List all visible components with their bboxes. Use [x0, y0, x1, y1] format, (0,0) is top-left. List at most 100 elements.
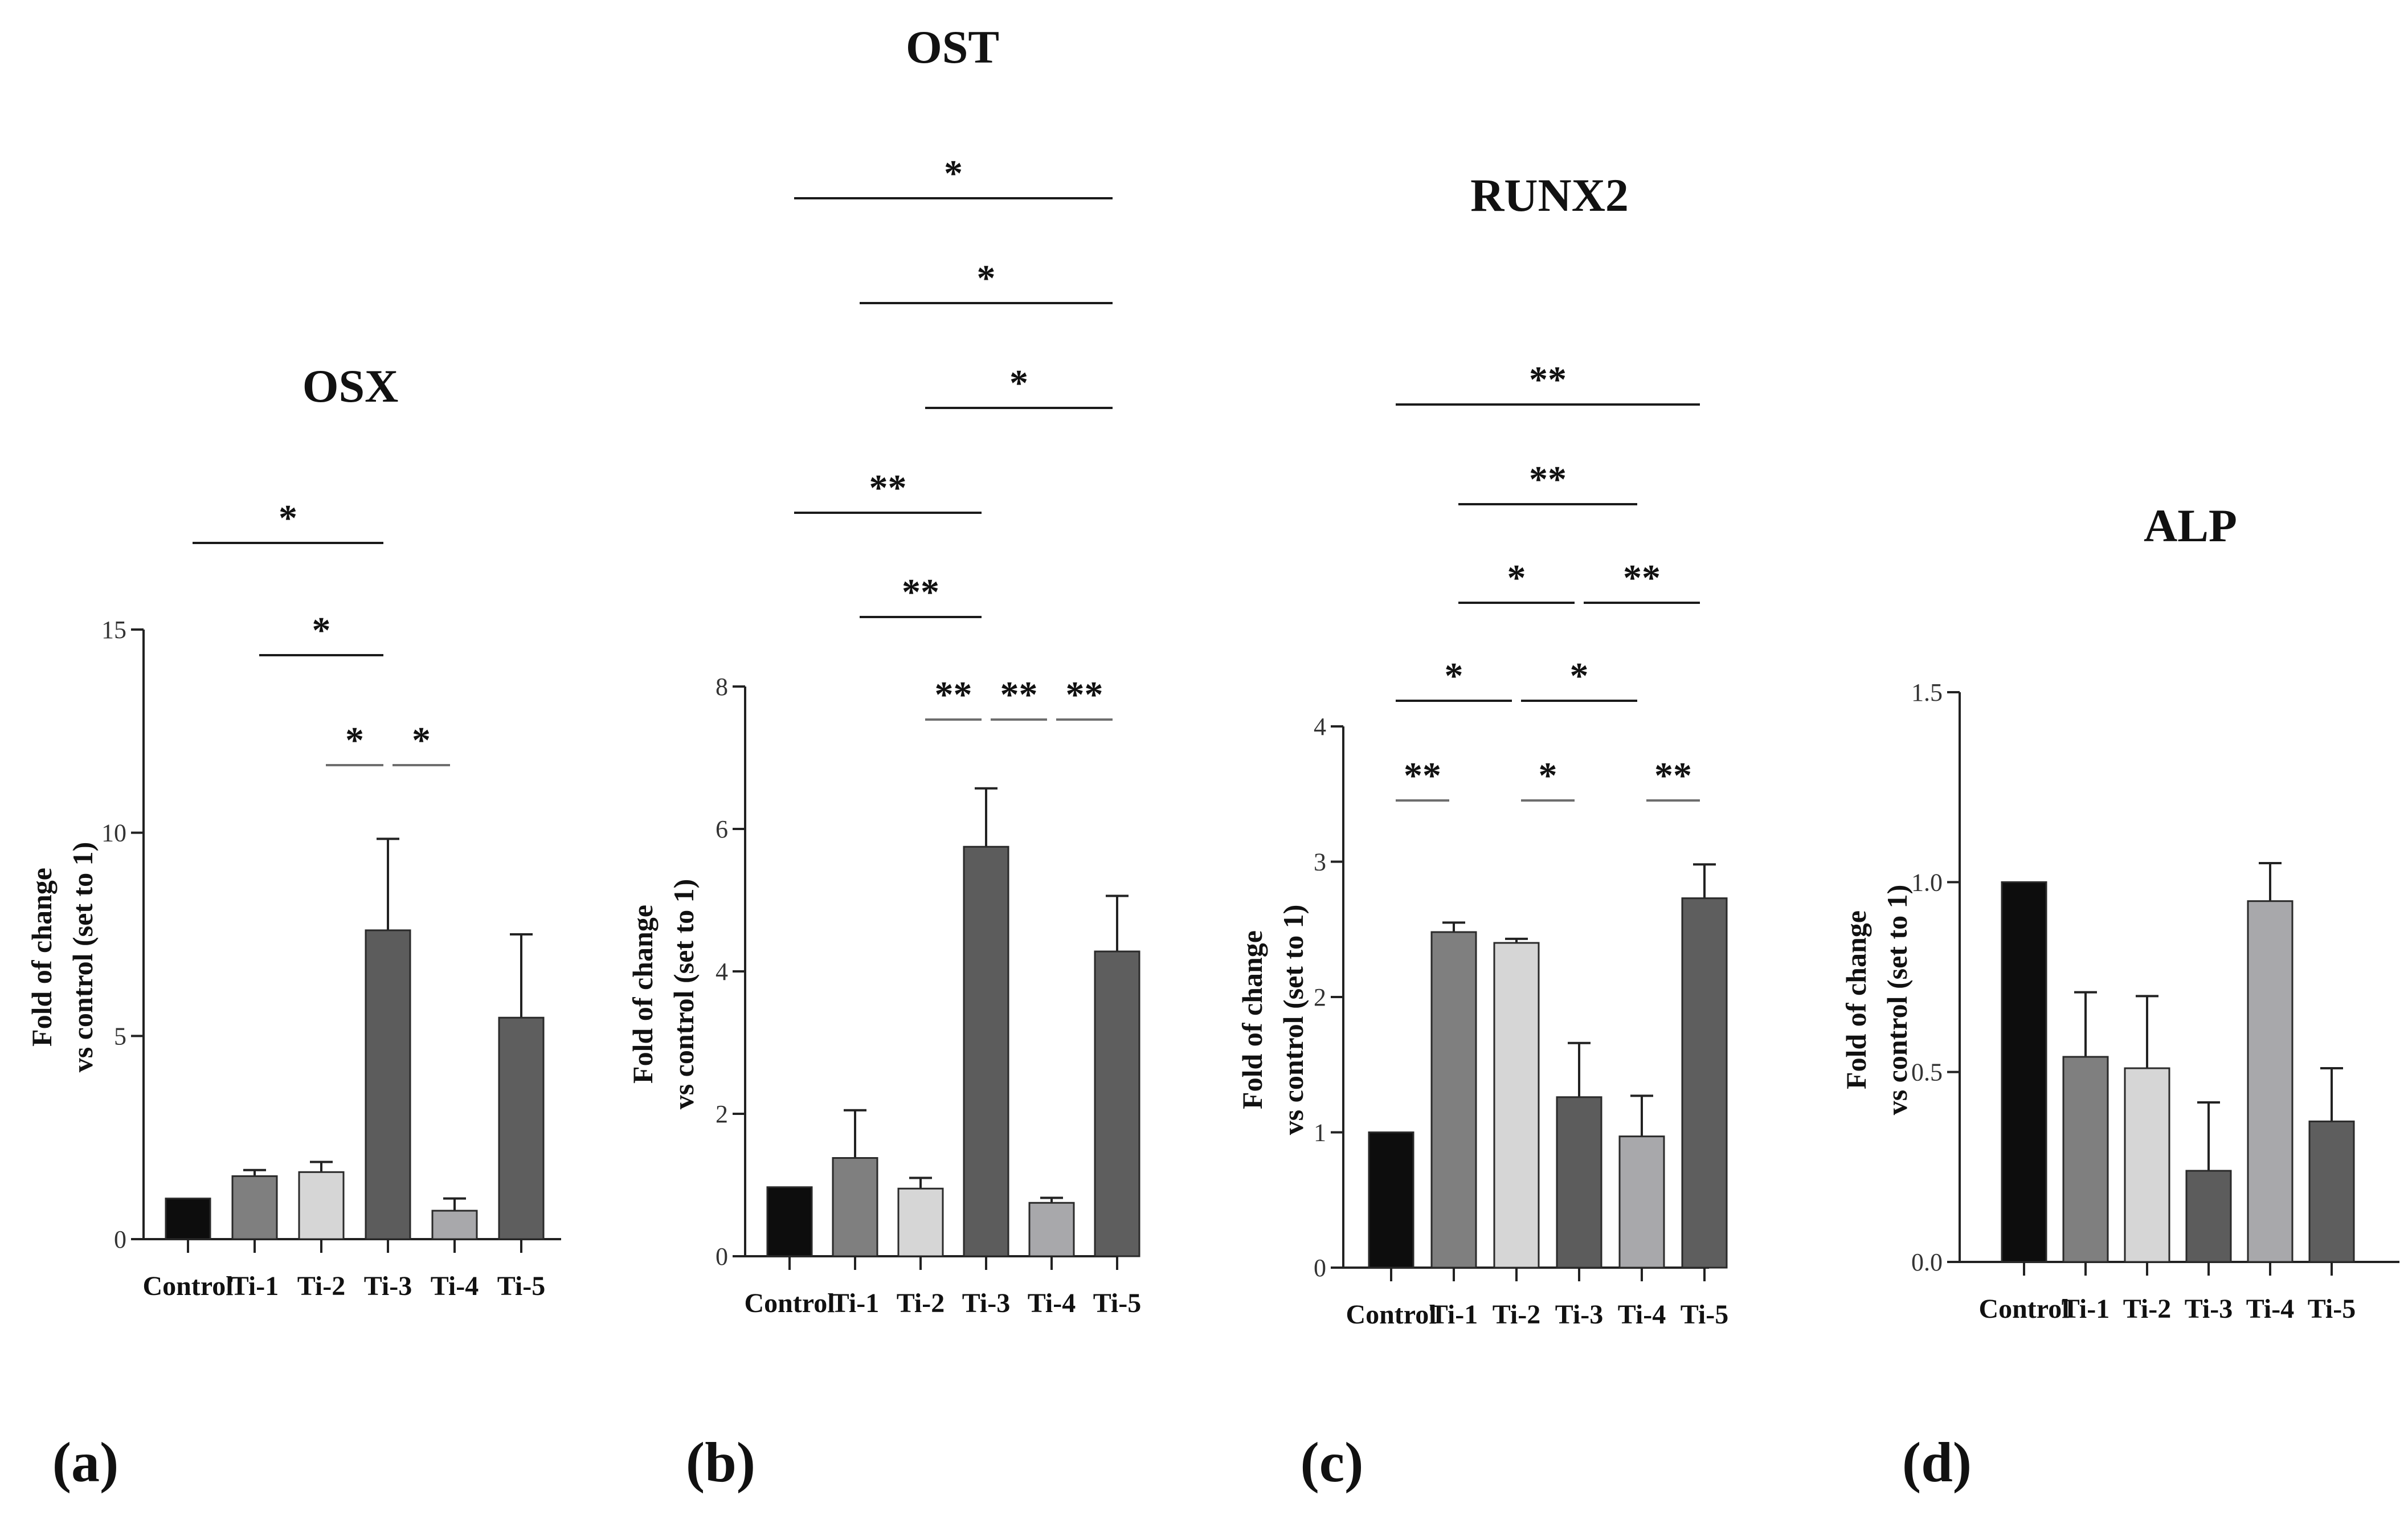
- y-tick-label: 4: [716, 958, 728, 986]
- y-axis-label: vs control (set to 1): [1277, 905, 1309, 1135]
- significance-label: **: [902, 571, 939, 613]
- x-tick-label: Ti-2: [897, 1288, 945, 1318]
- panel-label: (c): [1301, 1431, 1364, 1494]
- panel-label: (b): [686, 1431, 755, 1494]
- bar-control: [165, 1198, 211, 1240]
- y-tick-label: 5: [114, 1022, 126, 1050]
- significance-label: **: [935, 674, 972, 716]
- panel-ost: OST 0 2 4 6 8 Fold of change vs control (set to…: [627, 21, 1141, 1494]
- y-tick-label: 1.5: [1911, 679, 1943, 706]
- bar-ti-3: [1556, 1096, 1602, 1269]
- x-tick-label: Ti-5: [2308, 1294, 2356, 1324]
- bar-ti-5: [498, 1016, 545, 1240]
- x-tick-label: Ti-5: [1681, 1300, 1728, 1330]
- panel-alp: ALP 0.0 0.5 1.0 1.5 Fold of change vs control …: [1840, 500, 2399, 1494]
- y-tick-label: 2: [716, 1100, 728, 1128]
- significance-label: **: [869, 467, 907, 509]
- x-tick-label: Ti-5: [1093, 1288, 1141, 1318]
- y-tick-label: 4: [1314, 713, 1326, 741]
- significance-label: *: [312, 610, 331, 651]
- significance-label: **: [1654, 755, 1692, 796]
- significance-label: **: [1529, 359, 1567, 401]
- x-tick-label: Ti-4: [431, 1271, 479, 1301]
- significance-label: *: [977, 258, 996, 299]
- y-tick-label: 2: [1314, 983, 1326, 1011]
- significance-label: **: [1000, 674, 1038, 716]
- bar-ti-5: [2308, 1120, 2355, 1263]
- x-tick-label: Ti-3: [1555, 1300, 1603, 1330]
- significance-label: *: [1507, 557, 1526, 599]
- significance-label: **: [1623, 557, 1661, 599]
- x-tick-label: Ti-3: [364, 1271, 412, 1301]
- panel-label: (d): [1902, 1431, 1972, 1494]
- x-tick-label: Ti-2: [1493, 1300, 1540, 1330]
- x-tick-label: Ti-1: [231, 1271, 279, 1301]
- y-axis-label: Fold of change: [1236, 930, 1268, 1109]
- significance-label: *: [279, 497, 297, 539]
- bar-control: [766, 1186, 813, 1257]
- y-tick-label: 0: [1314, 1254, 1326, 1282]
- significance-label: *: [1570, 655, 1589, 697]
- bar-ti-3: [2185, 1170, 2232, 1263]
- x-tick-label: Control: [744, 1288, 835, 1318]
- y-tick-label: 10: [101, 819, 126, 847]
- bar-ti-4: [2247, 900, 2293, 1263]
- x-tick-label: Ti-3: [962, 1288, 1010, 1318]
- significance-label: *: [345, 720, 364, 761]
- x-tick-label: Ti-1: [831, 1288, 879, 1318]
- y-tick-label: 3: [1314, 848, 1326, 876]
- y-axis-label: Fold of change: [26, 868, 58, 1047]
- bar-ti-4: [431, 1210, 478, 1240]
- x-tick-label: Ti-1: [1430, 1300, 1478, 1330]
- bar-ti-3: [365, 929, 411, 1240]
- significance-label: *: [412, 720, 431, 761]
- chart-title: OSX: [302, 360, 399, 412]
- y-tick-label: 15: [101, 616, 126, 644]
- bar-ti-2: [298, 1171, 345, 1240]
- x-tick-label: Control: [1346, 1300, 1436, 1330]
- bar-ti-2: [897, 1187, 944, 1257]
- bar-ti-1: [2062, 1056, 2109, 1263]
- significance-label: *: [944, 153, 963, 194]
- bar-ti-5: [1681, 897, 1728, 1269]
- y-axis-label: vs control (set to 1): [668, 879, 700, 1110]
- bar-ti-5: [1094, 950, 1140, 1257]
- chart-title: ALP: [2144, 500, 2237, 551]
- x-tick-label: Ti-4: [2246, 1294, 2294, 1324]
- bar-control: [1368, 1131, 1414, 1269]
- y-tick-label: 6: [716, 815, 728, 843]
- significance-label: **: [1404, 755, 1441, 796]
- chart-title: OST: [906, 21, 999, 73]
- y-axis-label: Fold of change: [1840, 910, 1872, 1089]
- y-tick-label: 8: [716, 673, 728, 701]
- x-tick-label: Control: [1978, 1294, 2069, 1324]
- x-tick-label: Ti-4: [1028, 1288, 1076, 1318]
- significance-label: **: [1529, 459, 1567, 500]
- bar-control: [2001, 881, 2047, 1263]
- chart-title: RUNX2: [1470, 169, 1629, 221]
- bar-ti-4: [1618, 1135, 1665, 1269]
- bar-ti-1: [231, 1175, 278, 1240]
- y-tick-label: 1.0: [1911, 868, 1943, 896]
- x-tick-label: Ti-2: [297, 1271, 345, 1301]
- x-tick-label: Ti-5: [497, 1271, 545, 1301]
- x-tick-label: Ti-2: [2123, 1294, 2171, 1324]
- significance-label: *: [1539, 755, 1557, 796]
- panel-osx: OSX 0 5 10 15 Fold of change vs control (set t…: [26, 360, 561, 1494]
- panel-runx2: RUNX2 0 1 2 3 4 Fold of change vs control (set …: [1236, 169, 1728, 1494]
- panel-label: (a): [52, 1431, 119, 1494]
- bar-ti-1: [832, 1157, 878, 1257]
- bar-ti-2: [2124, 1067, 2170, 1263]
- y-axis-label: vs control (set to 1): [67, 842, 99, 1073]
- significance-label: *: [1445, 655, 1463, 697]
- y-tick-label: 0: [114, 1225, 126, 1253]
- significance-label: **: [1066, 674, 1103, 716]
- significance-label: *: [1009, 362, 1028, 404]
- y-axis-label: vs control (set to 1): [1881, 885, 1913, 1116]
- bar-ti-4: [1028, 1202, 1075, 1257]
- bar-ti-1: [1430, 931, 1477, 1269]
- bar-ti-2: [1493, 942, 1540, 1269]
- y-tick-label: 0.0: [1911, 1248, 1943, 1276]
- bar-ti-3: [963, 845, 1009, 1257]
